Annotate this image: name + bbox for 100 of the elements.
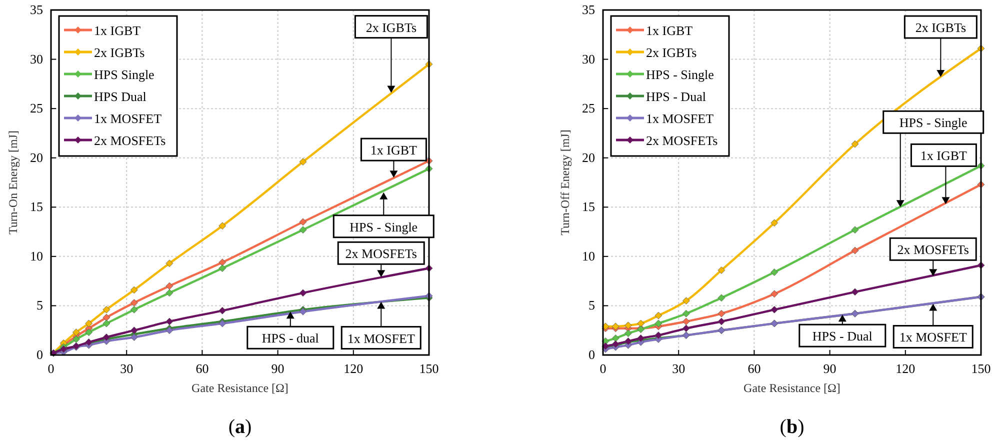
point [218,222,226,230]
point [718,294,726,302]
point [654,332,662,339]
point [85,328,92,336]
point [637,320,644,328]
x-axis-title: Gate Resistance [Ω] [192,381,288,395]
legend-label: 1x MOSFET [94,111,162,126]
x-tick-label: 30 [672,361,686,376]
y-tick-label: 25 [582,100,595,116]
y-tick-label: 35 [582,2,595,17]
x-tick-label: 0 [48,361,54,376]
y-tick-label: 20 [30,150,43,165]
legend-label: HPS Dual [94,89,147,104]
annotation: HPS - Single [350,219,418,234]
point [299,158,307,166]
point [612,334,620,342]
y-tick-label: 15 [30,199,43,214]
point [102,314,110,322]
text: (a) [228,416,252,438]
y-tick-label: 30 [582,51,595,66]
x-tick-label: 90 [271,361,284,376]
point [130,286,138,294]
point [624,322,632,330]
y-tick-label: 20 [582,150,595,165]
annotation: 1x IGBT [370,142,418,158]
legend-label: 1x MOSFET [646,111,714,126]
point [130,326,138,334]
point [130,299,138,306]
x-tick-label: 30 [120,361,134,376]
point [682,318,690,326]
point [770,219,778,227]
text: (b) [780,416,804,438]
point [166,289,174,297]
annotation: 1x MOSFET [899,330,967,345]
y-tick-label: 30 [30,51,43,66]
point [770,306,778,314]
point [299,226,307,234]
y-tick-label: 35 [30,2,43,17]
point [218,258,226,266]
y-tick-label: 10 [30,248,43,264]
annotation: HPS - dual [262,330,320,346]
legend-label: HPS - Dual [646,89,706,104]
point [218,306,226,314]
x-tick-label: 120 [344,361,364,376]
point [166,260,174,268]
point [299,218,307,226]
point [718,318,726,326]
annotation: 2x MOSFETs [345,246,417,262]
point [218,264,226,272]
point [102,306,110,314]
point [718,310,726,318]
legend-label: 1x IGBT [646,23,693,38]
legend-label: 2x MOSFETs [646,133,718,148]
annotation: HPS - Single [899,115,968,130]
y-axis-title: Turn-On Energy [mJ] [6,130,20,234]
x-tick-label: 0 [600,361,606,376]
point [851,140,859,148]
y-tick-label: 10 [582,248,595,264]
y-tick-label: 25 [30,100,43,116]
y-axis-title: Turn-Off Energy [mJ] [558,130,572,236]
point [770,268,778,276]
point [85,320,92,328]
point [72,336,80,343]
y-tick-label: 5 [36,298,43,313]
annotation: HPS - Dual [812,328,873,344]
x-tick-label: 60 [748,361,761,376]
point [718,266,726,274]
point [624,330,632,338]
point [166,318,174,326]
x-tick-label: 90 [823,361,836,376]
legend-label: 2x IGBTs [94,45,145,60]
legend-label: 2x MOSFETs [94,133,166,148]
annotation: 2x IGBTs [366,20,417,35]
legend-label: 1x IGBT [94,23,141,38]
annotation: 1x IGBT [920,148,968,164]
y-tick-label: 15 [582,199,595,214]
legend-label: HPS Single [94,67,155,82]
point [851,288,859,296]
point [166,282,174,290]
point [682,310,690,318]
legend-label: 2x IGBTs [646,45,697,60]
point [130,334,138,341]
point [654,312,662,320]
point [102,320,110,328]
point [682,324,690,332]
point [682,297,690,304]
point [851,226,859,234]
point [72,328,80,336]
x-tick-label: 60 [196,361,209,376]
annotation: 2x MOSFETs [897,242,969,258]
point [299,289,307,297]
point [851,246,859,254]
point [654,320,662,328]
annotation: 1x MOSFET [347,330,415,346]
x-axis-title: Gate Resistance [Ω] [744,381,840,395]
point [130,306,138,314]
x-tick-label: 120 [896,361,916,376]
y-tick-label: 0 [588,347,595,362]
x-tick-label: 150 [419,361,439,376]
y-tick-label: 5 [588,298,595,313]
